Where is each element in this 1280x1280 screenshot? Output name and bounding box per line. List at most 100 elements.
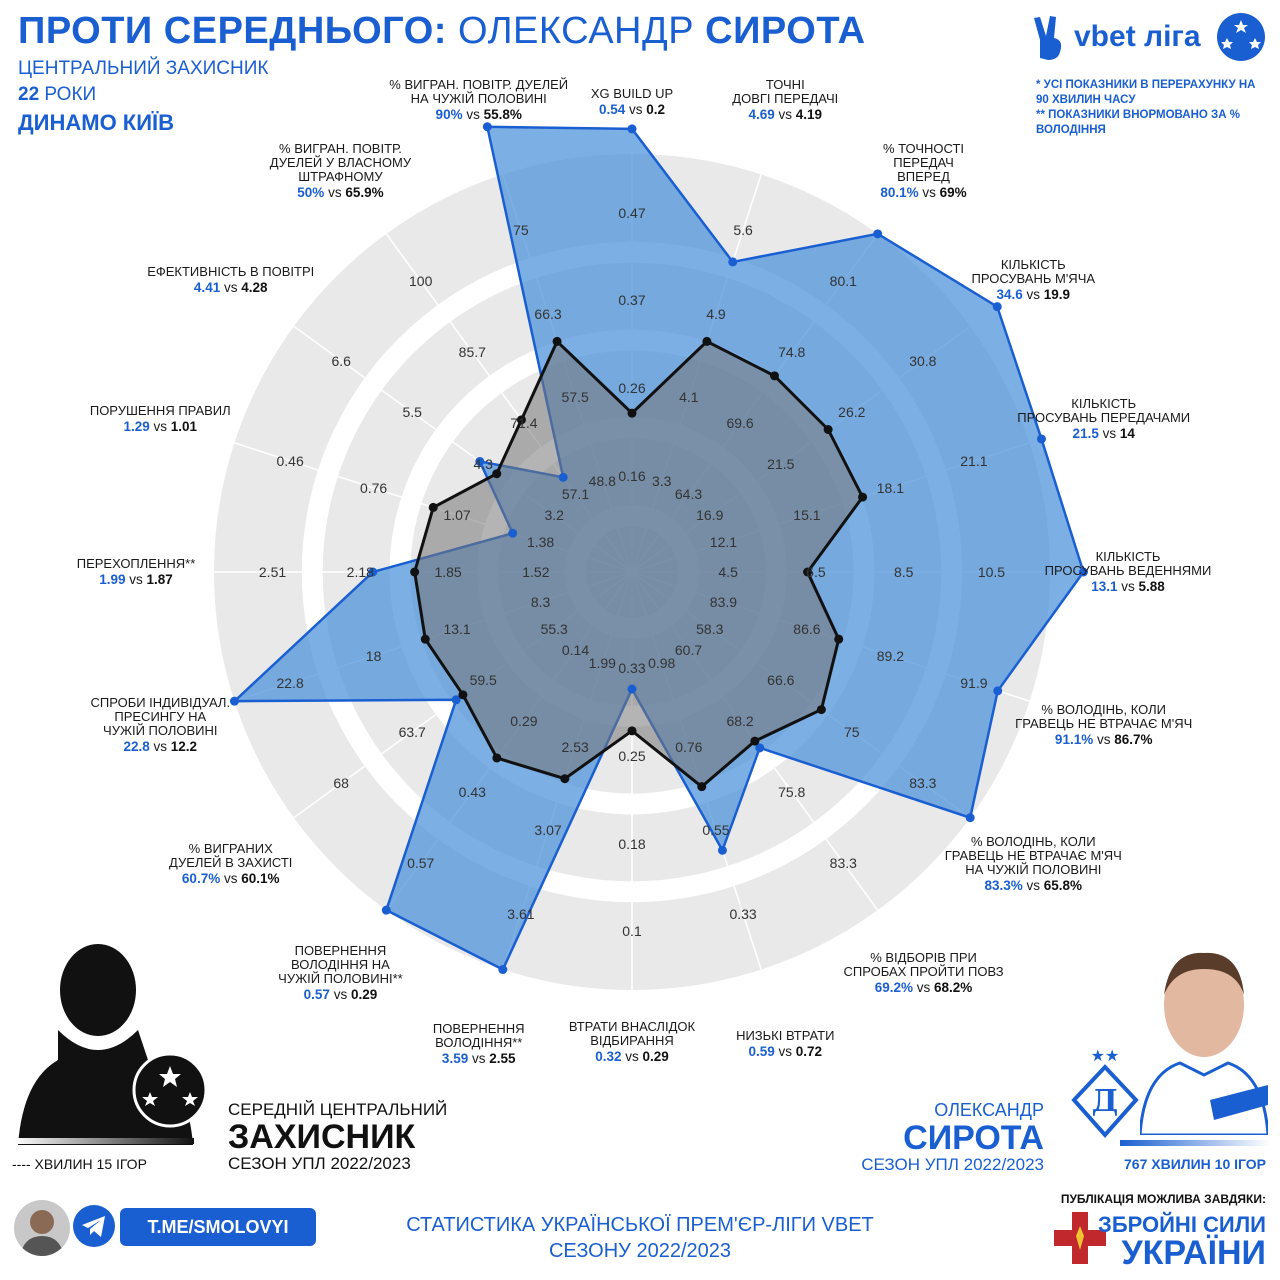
radar-tick-label: 10.5	[977, 564, 1006, 580]
league-ball-icon	[1214, 10, 1268, 69]
vs-separator: vs	[774, 107, 796, 123]
average-point	[702, 336, 712, 346]
axis-label-line: % ВОЛОДІНЬ, КОЛИ	[970, 833, 1096, 849]
player-point	[482, 122, 492, 132]
radar-tick-label: 0.55	[702, 822, 730, 839]
player-point	[627, 684, 637, 694]
radar-tick-label: 3.61	[507, 905, 535, 922]
axis-label-line: ПОВЕРНЕННЯ	[432, 1020, 525, 1036]
average-point	[420, 634, 430, 644]
average-value: 65.8%	[1043, 877, 1083, 893]
average-line2: ЗАХИСНИК	[228, 1118, 416, 1156]
average-point	[492, 469, 502, 479]
vs-separator: vs	[1093, 732, 1115, 748]
axis-label-line: КІЛЬКІСТЬ	[1095, 549, 1161, 564]
player-point	[381, 905, 391, 915]
axis-label-line: ПРОСУВАНЬ ВЕДЕННЯМИ	[1044, 563, 1212, 578]
axis-value-row: 0.59 vs 0.72	[736, 1043, 834, 1059]
armed-forces-line2: УКРАЇНИ	[1121, 1234, 1266, 1272]
player-point	[992, 302, 1002, 312]
player-line2: СИРОТА	[903, 1119, 1044, 1157]
axis-label-line: XG BUILD UP	[590, 86, 674, 101]
radar-tick-label: 0.76	[675, 738, 703, 755]
radar-tick-label: 2.53	[561, 738, 589, 755]
player-value: 60.7%	[181, 870, 221, 886]
axis-value-row: 69.2% vs 68.2%	[844, 981, 1004, 995]
axis-label-line: ДОВГІ ПЕРЕДАЧІ	[732, 91, 839, 107]
radar-tick-label: 4.5	[718, 564, 738, 580]
svg-text:Д: Д	[1092, 1084, 1119, 1119]
radar-tick-label: 2.18	[346, 564, 374, 580]
axis-label-line: % ВИГРАНИХ	[188, 840, 273, 856]
axis-label-line: % ВОЛОДІНЬ, КОЛИ	[1041, 702, 1166, 718]
radar-axis-label: СПРОБИ ІНДИВІДУАЛ. ПРЕСИНГУ НА ЧУЖІЙ ПОЛОВ…	[90, 696, 230, 754]
average-value: 60.1%	[241, 870, 280, 886]
average-value: 14	[1119, 425, 1135, 441]
average-value: 65.9%	[345, 184, 384, 200]
player-value: 4.41	[193, 280, 221, 296]
player-photo	[1138, 935, 1270, 1137]
player-point	[558, 472, 568, 482]
average-value: 86.7%	[1114, 732, 1153, 748]
average-point	[770, 371, 780, 381]
radar-tick-label: 6.5	[806, 564, 826, 580]
page-title: ПРОТИ СЕРЕДНЬОГО: ОЛЕКСАНДР СИРОТА	[18, 10, 866, 53]
radar-tick-label: 55.3	[540, 620, 568, 637]
radar-tick-label: 58.3	[696, 620, 724, 637]
player-divider	[1120, 1140, 1270, 1146]
average-value: 0.2	[646, 102, 666, 117]
average-point	[823, 424, 833, 434]
radar-axis-label: КІЛЬКІСТЬ ПРОСУВАНЬ ПЕРЕДАЧАМИ 21.5 vs 14	[1017, 396, 1190, 441]
radar-tick-label: 3.3	[651, 472, 672, 489]
average-value: 2.55	[489, 1050, 516, 1066]
radar-tick-label: 6.6	[331, 352, 351, 369]
player-point	[451, 695, 461, 705]
axis-label-line: ДУЕЛЕЙ У ВЛАСНОМУ	[269, 154, 412, 170]
radar-tick-label: 48.8	[588, 472, 616, 489]
axis-label-line: НА ЧУЖІЙ ПОЛОВИНІ	[410, 91, 547, 107]
axis-label-line: ВОЛОДІННЯ НА	[291, 957, 390, 973]
player-value: 22.8	[123, 739, 150, 755]
average-point	[552, 336, 562, 346]
radar-tick-label: 18.1	[876, 480, 905, 497]
radar-tick-label: 21.1	[960, 452, 988, 469]
league-logo-text: vbet ліга	[1074, 20, 1201, 53]
axis-value-row: 0.32 vs 0.29	[569, 1050, 695, 1064]
player-value: 0.54	[598, 102, 626, 117]
radar-axis-label: ПОВЕРНЕННЯ ВОЛОДІННЯ** 3.59 vs 2.55	[432, 1020, 525, 1066]
radar-tick-label: 100	[409, 273, 433, 290]
radar-tick-label: 30.8	[909, 352, 937, 369]
axis-value-row: 83.3% vs 65.8%	[945, 877, 1122, 893]
radar-tick-label: 21.5	[767, 455, 795, 472]
player-club: ДИНАМО КИЇВ	[18, 110, 175, 135]
vs-separator: vs	[220, 280, 242, 296]
vs-separator: vs	[462, 107, 484, 123]
radar-tick-label: 22.8	[276, 675, 304, 692]
radar-tick-label: 0.29	[510, 712, 538, 729]
average-value: 68.2%	[934, 980, 973, 996]
radar-axis-label: % ВОЛОДІНЬ, КОЛИ ГРАВЕЦЬ НЕ ВТРАЧАЄ М'ЯЧ 9…	[1015, 703, 1192, 747]
radar-tick-label: 1.99	[588, 655, 616, 672]
footer-text: СТАТИСТИКА УКРАЇНСЬКОЇ ПРЕМ'ЄР-ЛІГИ VBET…	[380, 1212, 900, 1264]
radar-tick-label: 0.76	[359, 480, 388, 497]
axis-label-line: ВТРАТИ ВНАСЛІДОК	[568, 1019, 696, 1034]
vs-separator: vs	[1117, 579, 1139, 594]
radar-tick-label: 1.07	[443, 507, 471, 524]
axis-label-line: ПРОСУВАНЬ М'ЯЧА	[971, 271, 1096, 287]
axis-label-line: ЧУЖІЙ ПОЛОВИНІ	[103, 723, 218, 739]
vs-separator: vs	[774, 1043, 796, 1059]
axis-label-line: ВІДБИРАННЯ	[590, 1033, 674, 1048]
average-point	[816, 705, 826, 715]
axis-label-line: ТОЧНІ	[765, 77, 805, 93]
axis-label-line: СПРОБИ ІНДИВІДУАЛ.	[90, 695, 231, 711]
radar-tick-label: 74.8	[778, 344, 806, 361]
average-point	[560, 774, 570, 784]
player-line3: СЕЗОН УПЛ 2022/2023	[861, 1155, 1044, 1174]
radar-tick-label: 75	[513, 222, 529, 239]
author-avatar	[14, 1200, 70, 1256]
player-position: ЦЕНТРАЛЬНИЙ ЗАХИСНИК	[18, 58, 269, 79]
telegram-link[interactable]: T.ME/SMOLOVYI	[120, 1208, 316, 1246]
radar-tick-label: 12.1	[709, 534, 738, 551]
player-block: ОЛЕКСАНДР СИРОТА СЕЗОН УПЛ 2022/2023	[861, 1100, 1044, 1175]
player-value: 91.1%	[1054, 732, 1094, 748]
